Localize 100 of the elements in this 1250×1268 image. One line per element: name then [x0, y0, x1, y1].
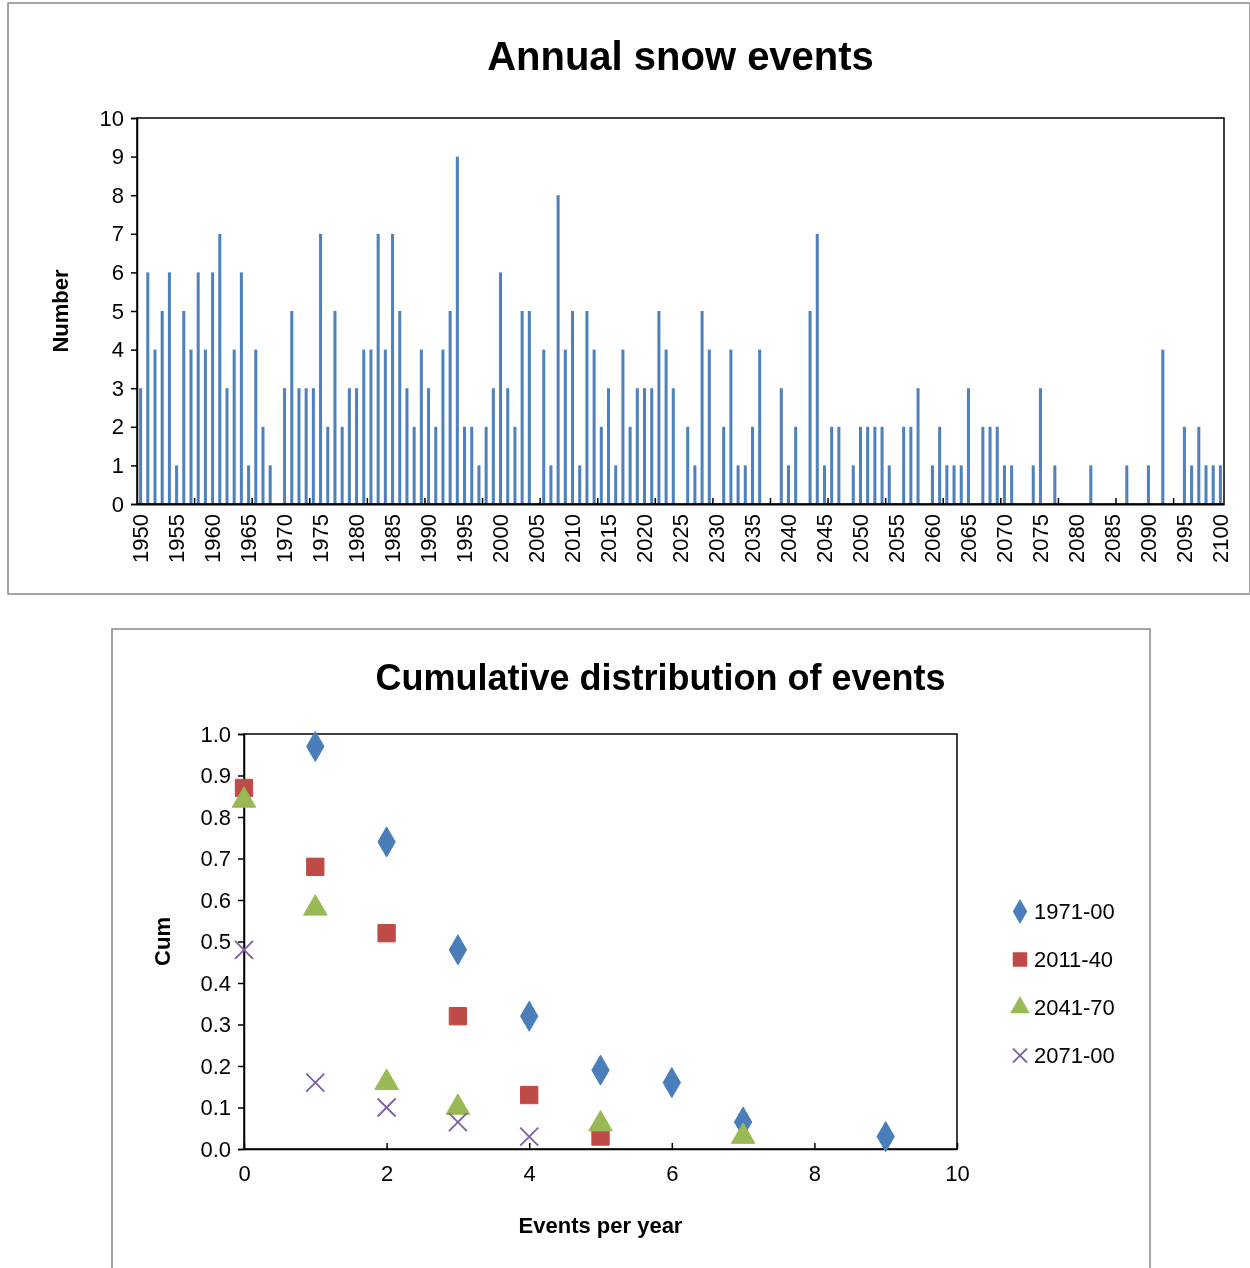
y-tick-label: 6: [111, 259, 124, 285]
y-tick-label: 1: [111, 452, 124, 478]
bar: [470, 426, 474, 504]
y-tick-label: 9: [111, 144, 124, 170]
bar: [902, 426, 906, 504]
x-tick-label: 2005: [524, 514, 550, 563]
x-tick-label: 2025: [668, 514, 694, 563]
y-tick-label: 5: [111, 298, 124, 324]
x-tick-label: 1985: [380, 514, 406, 563]
x-tick-label: 2040: [776, 514, 802, 563]
bar: [290, 311, 294, 504]
x-tick-label: 2100: [1208, 514, 1234, 563]
bar: [247, 465, 251, 504]
y-tick-label: 0.0: [200, 1136, 231, 1162]
bar: [434, 426, 438, 504]
bar: [1146, 465, 1150, 504]
y-tick-label: 0.1: [200, 1095, 231, 1121]
bar: [139, 388, 143, 504]
bar: [1161, 349, 1165, 504]
x-tick-label: 2050: [848, 514, 874, 563]
bar: [916, 388, 920, 504]
bar: [419, 349, 423, 504]
y-tick-label: 0.9: [200, 763, 231, 789]
bar: [1089, 465, 1093, 504]
bar: [830, 426, 834, 504]
x-tick-label: 2010: [560, 514, 586, 563]
bar: [981, 426, 985, 504]
bar: [160, 311, 164, 504]
y-tick-label: 0.8: [200, 804, 231, 830]
y-tick-label: 0.7: [200, 846, 231, 872]
bar: [909, 426, 913, 504]
chart-title: Cumulative distribution of events: [375, 657, 946, 698]
y-tick-label: 3: [111, 375, 124, 401]
bar: [225, 388, 229, 504]
y-tick-label: 1.0: [200, 721, 231, 747]
point: [519, 1126, 540, 1147]
bar: [369, 349, 373, 504]
bar: [448, 311, 452, 504]
bar: [671, 388, 675, 504]
bar: [938, 426, 942, 504]
bar: [592, 349, 596, 504]
bar: [779, 388, 783, 504]
point: [377, 924, 396, 943]
x-tick-label: 2000: [488, 514, 514, 563]
point: [376, 1097, 397, 1118]
bar: [405, 388, 409, 504]
x-tick-label: 2: [380, 1160, 394, 1186]
x-tick-label: 1975: [308, 514, 334, 563]
x-tick-label: 1960: [200, 514, 226, 563]
bar: [398, 311, 402, 504]
bar: [383, 349, 387, 504]
bar: [650, 388, 654, 504]
bar: [729, 349, 733, 504]
x-tick-label: 1980: [344, 514, 370, 563]
bar: [822, 465, 826, 504]
bar: [455, 156, 459, 504]
y-tick-label: 0.4: [200, 970, 231, 996]
bar: [837, 426, 841, 504]
x-tick-label: 2075: [1028, 514, 1054, 563]
bar: [484, 426, 488, 504]
bar: [1125, 465, 1129, 504]
bar: [499, 272, 503, 504]
bar: [412, 426, 416, 504]
bar: [239, 272, 243, 504]
bar: [794, 426, 798, 504]
bar: [491, 388, 495, 504]
bar: [542, 349, 546, 504]
bar: [441, 349, 445, 504]
bar: [254, 349, 258, 504]
bar: [722, 426, 726, 504]
bar: [657, 311, 661, 504]
bar: [203, 349, 207, 504]
bar: [355, 388, 359, 504]
bar: [599, 426, 603, 504]
x-tick-label: 0: [238, 1160, 251, 1186]
x-tick-label: 2090: [1136, 514, 1162, 563]
y-tick-label: 10: [99, 105, 124, 131]
bar: [556, 195, 560, 504]
bar: [146, 272, 150, 504]
x-tick-label: 2030: [704, 514, 730, 563]
x-tick-label: 1990: [416, 514, 442, 563]
bar: [643, 388, 647, 504]
x-tick-label: 10: [945, 1160, 970, 1186]
x-tick-label: 2015: [596, 514, 622, 563]
bar: [887, 465, 891, 504]
bar: [628, 426, 632, 504]
bar: [966, 388, 970, 504]
point: [448, 1007, 468, 1026]
bar: [340, 426, 344, 504]
legend-label: 2071-00: [1034, 1043, 1115, 1069]
bar: [297, 388, 301, 504]
bar: [1211, 465, 1215, 504]
y-tick-label: 0.2: [200, 1053, 231, 1079]
point: [448, 1112, 468, 1132]
x-tick-label: 1950: [128, 514, 154, 563]
bar: [196, 272, 200, 504]
legend-label: 2011-40: [1034, 947, 1114, 973]
x-tick-label: 1970: [272, 514, 298, 563]
bar: [362, 349, 366, 504]
x-tick-label: 2055: [884, 514, 910, 563]
